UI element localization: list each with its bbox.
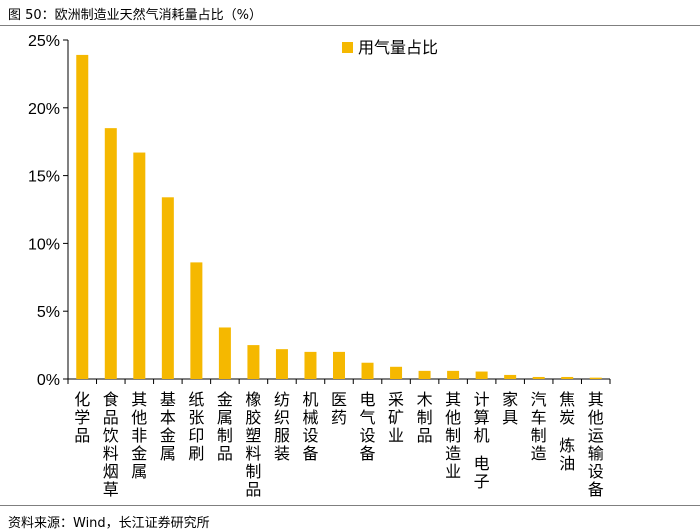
- source-note: 资料来源：Wind，长江证券研究所: [8, 516, 210, 531]
- x-category-label: 计算机电子: [474, 390, 490, 491]
- x-category-label: 纸张印刷: [188, 390, 204, 463]
- bar: [218, 327, 231, 379]
- bar: [390, 366, 403, 379]
- bar: [447, 370, 460, 379]
- x-category-label: 家具: [502, 390, 518, 427]
- x-category-label: 机械设备: [302, 390, 318, 463]
- bar: [333, 351, 345, 379]
- legend-swatch: [342, 42, 353, 53]
- x-category-label: 采矿业: [388, 390, 404, 445]
- x-category-label: 汽车制造: [531, 390, 547, 463]
- x-category-label: 化学品: [74, 390, 90, 445]
- bar: [475, 371, 488, 379]
- x-category-label: 橡胶塑料制品: [245, 390, 261, 499]
- y-tick-label: 0%: [37, 372, 60, 389]
- bar: [532, 376, 545, 379]
- bar: [161, 197, 174, 379]
- x-category-label: 其他制造业: [445, 390, 461, 481]
- bar: [589, 377, 602, 379]
- y-tick-label: 10%: [28, 236, 60, 253]
- figure-title: 图 50：欧洲制造业天然气消耗量占比（%）: [8, 8, 263, 23]
- x-category-label: 其他运输设备: [588, 390, 604, 499]
- x-category-label: 纺织服装: [274, 390, 290, 463]
- bar: [561, 376, 574, 379]
- x-category-label: 基本金属: [160, 390, 176, 463]
- bar: [361, 362, 374, 379]
- x-category-label: 电气设备: [360, 390, 376, 463]
- bar: [247, 345, 260, 379]
- bar: [418, 370, 431, 379]
- bottom-divider: [0, 505, 700, 506]
- bar: [304, 351, 317, 379]
- x-category-label: 食品饮料烟草: [103, 390, 119, 499]
- x-category-label: 其他非金属: [131, 390, 147, 481]
- x-category-label: 医药: [331, 390, 347, 427]
- y-tick-label: 20%: [28, 101, 60, 118]
- y-tick-label: 5%: [37, 304, 60, 321]
- y-tick-label: 15%: [28, 169, 60, 186]
- bar: [104, 128, 117, 379]
- bar: [275, 349, 288, 379]
- bar: [76, 54, 89, 379]
- legend-label: 用气量占比: [358, 38, 438, 57]
- x-category-label: 金属制品: [217, 390, 233, 463]
- x-category-label: 焦炭炼油: [559, 390, 575, 473]
- x-category-label: 木制品: [417, 390, 433, 445]
- bar: [504, 374, 517, 379]
- y-tick-label: 25%: [28, 33, 60, 50]
- bar: [190, 262, 203, 379]
- bar: [133, 152, 146, 379]
- top-divider: [0, 25, 700, 26]
